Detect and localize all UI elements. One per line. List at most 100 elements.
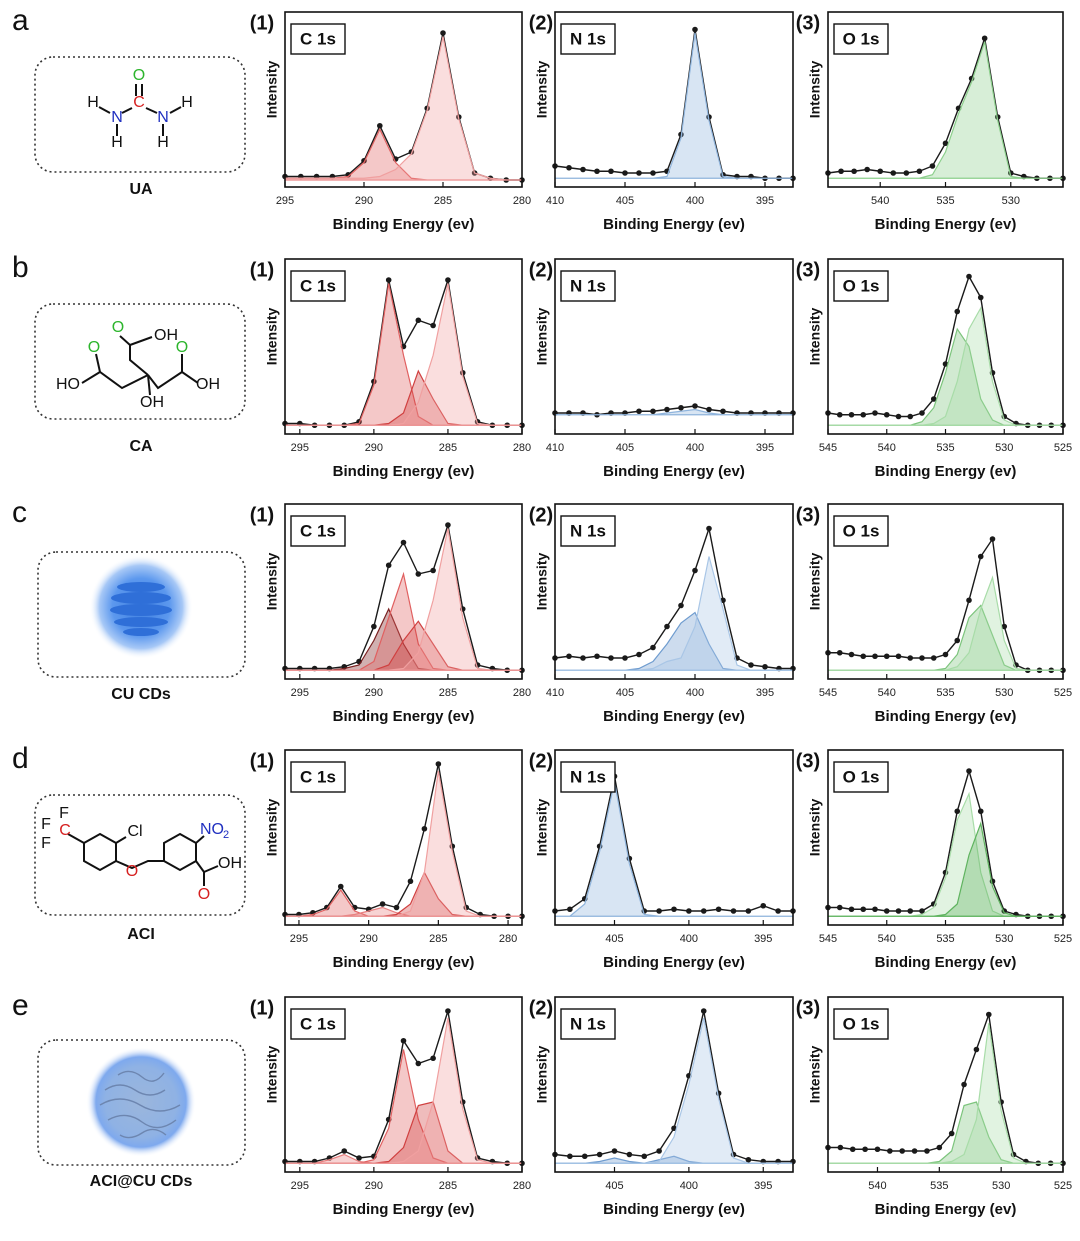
panel-number: (2) <box>529 504 553 526</box>
x-tick-label: 290 <box>365 442 383 454</box>
data-point <box>636 170 642 176</box>
data-point <box>745 908 752 914</box>
data-point <box>860 411 867 418</box>
x-tick-label: 295 <box>276 195 294 207</box>
data-point <box>966 768 972 774</box>
bond <box>147 374 151 396</box>
x-tick-label: 540 <box>878 933 896 945</box>
data-point <box>566 164 572 171</box>
data-point <box>440 30 446 36</box>
x-tick-label: 535 <box>936 933 954 945</box>
fit-component <box>828 1101 1063 1164</box>
plot-frame <box>284 996 523 1173</box>
data-point <box>415 317 422 324</box>
x-tick-label: 285 <box>429 933 447 945</box>
fit-component <box>555 408 793 416</box>
texture <box>99 1070 181 1139</box>
x-tick-label: 405 <box>616 442 634 454</box>
plot-frame <box>554 11 794 188</box>
x-tick-label: 410 <box>546 687 564 699</box>
x-axis-label: Binding Energy (ev) <box>875 708 1017 725</box>
x-axis-label: Binding Energy (ev) <box>333 1201 475 1218</box>
y-axis-label: Intensity <box>534 1046 550 1104</box>
plot <box>825 536 1066 674</box>
data-point <box>895 653 902 660</box>
data-point <box>989 536 996 542</box>
atom: F <box>41 816 51 833</box>
data-point <box>907 655 914 661</box>
data-point <box>393 904 400 911</box>
plot <box>552 525 796 672</box>
data-point <box>581 1153 588 1160</box>
x-tick-label: 530 <box>995 933 1013 945</box>
panel-number: (3) <box>796 12 820 34</box>
y-axis-label: Intensity <box>534 61 550 119</box>
x-axis-label: Binding Energy (ev) <box>875 1201 1017 1218</box>
panel-number: (1) <box>250 997 274 1019</box>
plot-frame <box>284 749 523 926</box>
panel-number: (1) <box>250 259 274 281</box>
bond <box>115 836 127 844</box>
data-point <box>883 411 890 418</box>
data-point <box>864 166 870 173</box>
x-axis-label: Binding Energy (ev) <box>603 463 745 480</box>
panel-number: (3) <box>796 750 820 772</box>
x-tick-label: 280 <box>513 687 531 699</box>
data-point <box>907 908 914 914</box>
data-point <box>954 308 961 315</box>
title-box <box>290 23 346 55</box>
data-point <box>324 904 330 911</box>
x-tick-label: 535 <box>930 1180 948 1192</box>
y-axis-label: Intensity <box>264 61 280 119</box>
cu-cds-illustration <box>89 555 193 659</box>
data-point <box>706 525 712 532</box>
atom: OH <box>154 327 178 344</box>
data-point <box>636 408 642 415</box>
fit-component <box>284 36 522 181</box>
data-point <box>930 655 937 661</box>
bond <box>98 106 111 114</box>
data-point <box>977 808 984 815</box>
data-point <box>445 1008 451 1014</box>
plot <box>282 277 525 429</box>
plot-frame <box>554 749 794 926</box>
data-point <box>954 637 961 644</box>
data-point <box>911 1148 918 1154</box>
y-axis-label: Intensity <box>534 553 550 611</box>
x-tick-label: 545 <box>819 933 837 945</box>
data-point <box>608 168 614 175</box>
y-axis-label: Intensity <box>534 799 550 857</box>
x-tick-label: 530 <box>995 687 1013 699</box>
data-point <box>692 26 698 33</box>
data-point <box>415 571 422 577</box>
fit-component <box>828 791 1063 917</box>
data-point <box>877 168 884 175</box>
bond <box>129 336 153 346</box>
bond <box>95 353 101 373</box>
x-tick-label: 405 <box>616 687 634 699</box>
data-point <box>596 1151 603 1158</box>
data-point <box>860 653 867 660</box>
panel-label: CA <box>129 438 153 455</box>
data-point <box>580 166 586 173</box>
title-box <box>560 515 616 547</box>
x-tick-label: 405 <box>605 933 623 945</box>
box <box>34 303 246 420</box>
x-tick-label: 280 <box>513 195 531 207</box>
data-point <box>692 403 698 409</box>
spectrum-title: N 1s <box>570 1014 606 1033</box>
data-point <box>903 170 910 176</box>
data-point <box>966 597 972 604</box>
data-point <box>916 168 923 175</box>
x-axis-label: Binding Energy (ev) <box>333 954 475 971</box>
atom: C <box>59 822 71 839</box>
title-box <box>833 23 889 55</box>
y-axis-label: Intensity <box>807 61 823 119</box>
data-point <box>567 1153 573 1160</box>
data-point <box>730 908 737 914</box>
x-tick-label: 525 <box>1054 1180 1072 1192</box>
x-tick-label: 395 <box>754 933 772 945</box>
bond <box>195 860 205 873</box>
atom: C <box>133 94 145 111</box>
